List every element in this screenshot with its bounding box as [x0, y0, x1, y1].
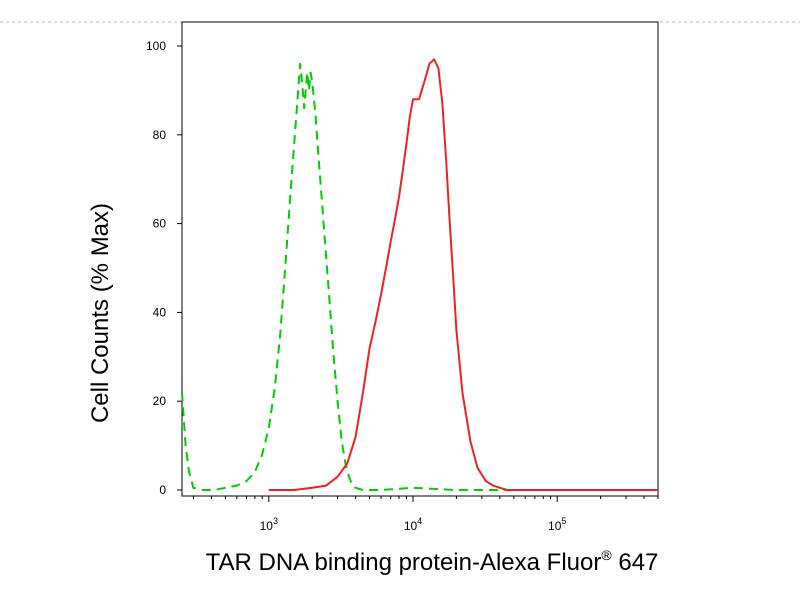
- y-axis-title: Cell Counts (% Max): [87, 203, 114, 423]
- x-axis-title-suffix: 647: [612, 549, 659, 576]
- y-axis-ticks: 0 20 40 60 80 100: [146, 39, 182, 497]
- x-tick-label: 105: [548, 516, 566, 533]
- x-tick-label: 104: [404, 516, 422, 533]
- x-axis-ticks: 103 104 105: [192, 496, 659, 533]
- x-axis-title-main: TAR DNA binding protein-Alexa Fluor: [206, 549, 602, 576]
- x-tick-label: 103: [260, 516, 278, 533]
- y-tick-label: 40: [153, 305, 167, 319]
- y-tick-label: 60: [153, 217, 167, 231]
- y-tick-label: 0: [159, 483, 166, 497]
- x-axis-title: TAR DNA binding protein-Alexa Fluor® 647: [206, 547, 659, 576]
- y-tick-label: 100: [146, 39, 166, 53]
- control-histogram-line: [181, 62, 658, 491]
- series-layer: [181, 58, 658, 491]
- x-axis-title-superscript: ®: [601, 547, 612, 563]
- y-tick-label: 80: [153, 128, 167, 142]
- y-tick-label: 20: [153, 394, 167, 408]
- sample-histogram-line: [268, 58, 658, 491]
